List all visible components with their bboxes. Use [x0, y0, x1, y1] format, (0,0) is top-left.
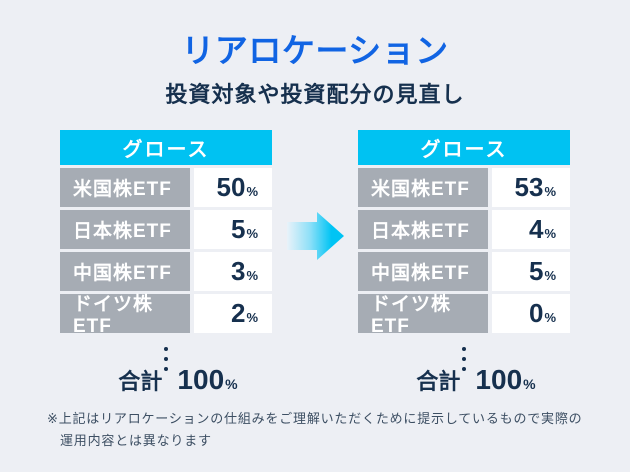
value-unit: % — [246, 226, 258, 241]
page-subtitle: 投資対象や投資配分の見直し — [165, 82, 465, 107]
asset-value: 53% — [492, 168, 570, 207]
table-row: 中国株ETF 3% — [60, 252, 272, 291]
asset-value: 4% — [492, 210, 570, 249]
table-row: 中国株ETF 5% — [358, 252, 570, 291]
total-before: 合計 100% — [72, 364, 284, 396]
right-arrow-icon — [287, 212, 344, 260]
value-unit: % — [246, 268, 258, 283]
total-number: 100 — [475, 364, 523, 395]
value-number: 4 — [528, 214, 544, 244]
category-header-before: グロース — [60, 130, 272, 165]
value-unit: % — [246, 184, 258, 199]
asset-value: 50% — [194, 168, 272, 207]
asset-label: ドイツ株ETF — [60, 294, 190, 337]
asset-label: 中国株ETF — [60, 252, 190, 291]
asset-label: 日本株ETF — [60, 210, 190, 249]
value-number: 5 — [528, 256, 544, 286]
table-row: 米国株ETF 53% — [358, 168, 570, 207]
value-unit: % — [544, 226, 556, 241]
value-unit: % — [246, 310, 258, 325]
allocation-table-before: グロース 米国株ETF 50% 日本株ETF 5% 中国株ETF 3% ドイツ株… — [60, 130, 272, 337]
disclaimer-line-2: 運用内容とは異なります — [60, 433, 212, 448]
value-unit: % — [544, 184, 556, 199]
value-number: 5 — [230, 214, 246, 244]
asset-value: 5% — [492, 252, 570, 291]
total-after: 合計 100% — [370, 364, 582, 396]
disclaimer-footnote: ※上記はリアロケーションの仕組みをご理解いただくために提示しているもので実際の … — [47, 408, 597, 452]
total-unit: % — [523, 376, 536, 392]
value-number: 3 — [230, 256, 246, 286]
asset-value: 0% — [492, 294, 570, 333]
asset-label: 米国株ETF — [60, 168, 190, 207]
table-row: 日本株ETF 5% — [60, 210, 272, 249]
asset-value: 2% — [194, 294, 272, 333]
table-row: 米国株ETF 50% — [60, 168, 272, 207]
asset-value: 3% — [194, 252, 272, 291]
table-row: ドイツ株ETF 2% — [60, 294, 272, 337]
value-number: 0 — [528, 298, 544, 328]
table-row: 日本株ETF 4% — [358, 210, 570, 249]
total-number: 100 — [177, 364, 225, 395]
table-row: ドイツ株ETF 0% — [358, 294, 570, 337]
disclaimer-line-1: ※上記はリアロケーションの仕組みをご理解いただくために提示しているもので実際の — [47, 411, 583, 426]
allocation-table-after: グロース 米国株ETF 53% 日本株ETF 4% 中国株ETF 5% ドイツ株… — [358, 130, 570, 337]
asset-label: ドイツ株ETF — [358, 294, 488, 337]
vertical-ellipsis-icon — [60, 341, 272, 371]
value-number: 50 — [216, 172, 246, 202]
page-title: リアロケーション — [181, 32, 449, 69]
total-unit: % — [225, 376, 238, 392]
asset-value: 5% — [194, 210, 272, 249]
value-unit: % — [544, 268, 556, 283]
total-label: 合計 — [118, 369, 163, 394]
asset-label: 米国株ETF — [358, 168, 488, 207]
value-number: 53 — [514, 172, 544, 202]
asset-label: 中国株ETF — [358, 252, 488, 291]
vertical-ellipsis-icon — [358, 341, 570, 371]
value-number: 2 — [230, 298, 246, 328]
total-label: 合計 — [416, 369, 461, 394]
category-header-after: グロース — [358, 130, 570, 165]
value-unit: % — [544, 310, 556, 325]
asset-label: 日本株ETF — [358, 210, 488, 249]
